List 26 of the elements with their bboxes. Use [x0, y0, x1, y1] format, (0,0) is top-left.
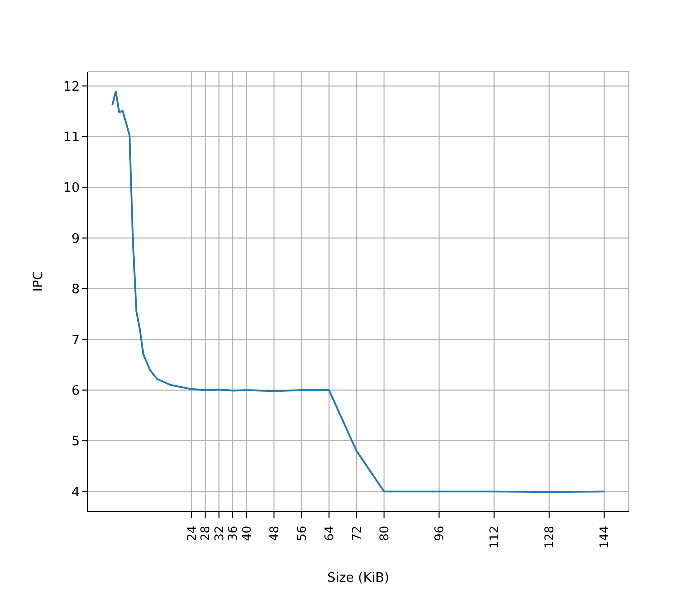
x-tick-label: 24 [184, 526, 199, 542]
y-tick-label: 8 [72, 282, 80, 298]
x-tick-label: 128 [542, 526, 557, 549]
x-tick-label: 56 [294, 526, 309, 542]
y-tick-label: 6 [72, 384, 80, 399]
y-tick-label: 11 [63, 130, 80, 146]
x-tick-label: 36 [226, 526, 240, 542]
x-tick-label: 112 [488, 526, 502, 549]
x-tick-label: 96 [432, 526, 447, 542]
x-tick-label: 28 [198, 526, 213, 542]
y-tick-label: 7 [72, 333, 80, 348]
y-tick-label: 10 [63, 181, 80, 196]
x-tick-label: 72 [350, 526, 364, 542]
line-series [112, 90, 606, 494]
y-tick-label: 9 [72, 232, 80, 247]
x-tick-label: 64 [322, 526, 336, 542]
y-tick-label: 5 [72, 434, 80, 450]
x-tick-label: 80 [377, 526, 392, 542]
x-axis-title: Size (KiB) [327, 571, 390, 586]
x-tick-label: 144 [598, 526, 612, 549]
x-tick-label: 40 [240, 526, 254, 542]
y-tick-label: 12 [63, 80, 80, 95]
x-tick-label: 32 [212, 526, 226, 542]
y-tick-label: 4 [72, 485, 80, 500]
y-axis-title: IPC [32, 271, 47, 292]
x-tick-label: 48 [267, 526, 282, 542]
